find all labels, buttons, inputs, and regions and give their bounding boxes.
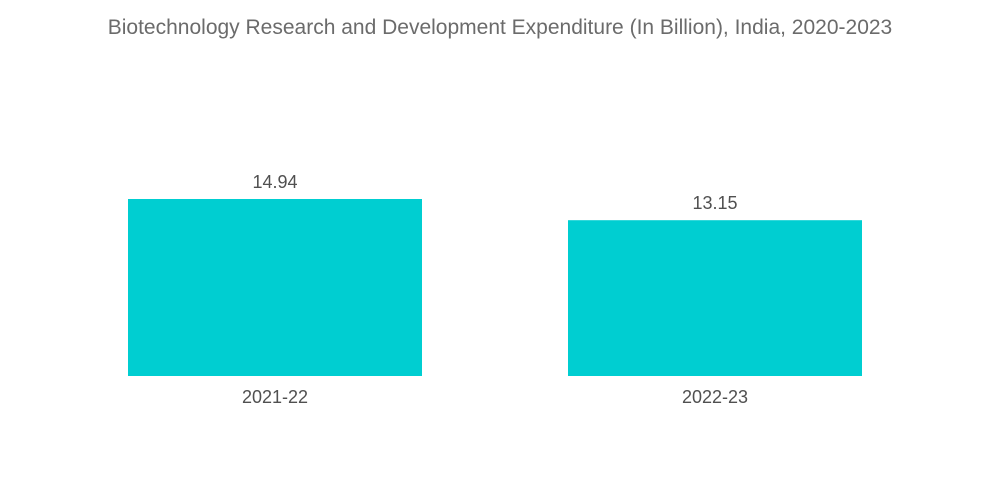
- bar-2021-22: [128, 199, 422, 376]
- x-tick-label: 2021-22: [242, 387, 308, 407]
- bar-value-label: 13.15: [692, 193, 737, 213]
- chart-title: Biotechnology Research and Development E…: [107, 16, 893, 39]
- x-tick-label: 2022-23: [682, 387, 748, 407]
- bar-2022-23: [568, 220, 862, 376]
- x-axis-tick-labels: 2021-22 2022-23: [242, 387, 748, 407]
- bar-value-label: 14.94: [252, 172, 297, 192]
- bars-layer: [128, 199, 862, 376]
- value-labels-layer: 14.94 13.15: [252, 172, 737, 213]
